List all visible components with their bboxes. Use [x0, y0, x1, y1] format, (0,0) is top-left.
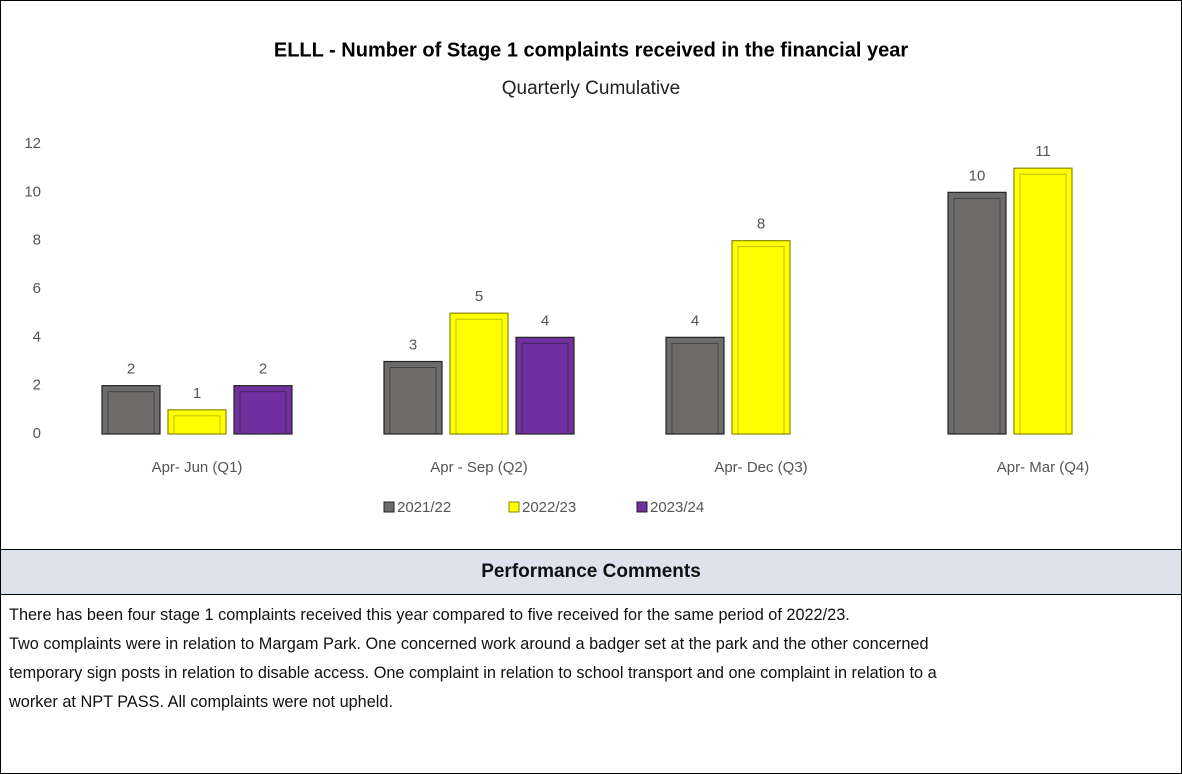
bar: [665, 336, 725, 435]
x-tick-label: Apr - Sep (Q2): [430, 459, 528, 476]
bar-bevel: [953, 197, 1001, 435]
bar: [731, 240, 791, 435]
data-label: 11: [1035, 143, 1051, 160]
comment-line: Two complaints were in relation to Marga…: [9, 635, 929, 653]
data-label: 8: [757, 216, 765, 233]
bar-bevel: [107, 391, 155, 435]
bar-bevel: [455, 318, 503, 435]
data-label: 5: [475, 288, 483, 305]
y-tick-label: 6: [33, 280, 41, 297]
comment-line: temporary sign posts in relation to disa…: [9, 664, 937, 682]
bar: [167, 409, 227, 435]
data-label: 10: [969, 167, 986, 184]
y-tick-label: 8: [33, 232, 41, 249]
data-label: 2: [127, 361, 135, 378]
comment-line: worker at NPT PASS. All complaints were …: [9, 693, 393, 711]
legend-label: 2022/23: [522, 499, 576, 516]
bar-bevel: [389, 367, 437, 435]
bar-bevel: [737, 246, 785, 435]
y-tick-label: 4: [33, 328, 41, 345]
bar: [515, 336, 575, 435]
data-label: 3: [409, 336, 417, 353]
y-tick-label: 12: [24, 135, 41, 152]
data-label: 1: [193, 385, 201, 402]
x-tick-label: Apr- Mar (Q4): [997, 459, 1090, 476]
data-label: 4: [541, 312, 549, 329]
bar: [101, 385, 161, 435]
legend-swatch: [508, 501, 520, 513]
x-tick-label: Apr- Dec (Q3): [714, 459, 807, 476]
bar: [383, 360, 443, 435]
y-tick-label: 10: [24, 183, 41, 200]
y-tick-label: 0: [33, 425, 41, 442]
comments-body: There has been four stage 1 complaints r…: [9, 601, 937, 717]
legend-swatch: [636, 501, 648, 513]
comment-line: There has been four stage 1 complaints r…: [9, 606, 850, 624]
bar: [449, 312, 509, 435]
chart-title: ELLL - Number of Stage 1 complaints rece…: [274, 39, 908, 61]
legend-swatch: [383, 501, 395, 513]
bar: [1013, 167, 1073, 435]
bar-bevel: [521, 342, 569, 435]
x-tick-label: Apr- Jun (Q1): [152, 459, 243, 476]
bar-bevel: [671, 342, 719, 435]
bar-bevel: [1019, 173, 1067, 435]
bar: [947, 191, 1007, 435]
data-label: 4: [691, 312, 699, 329]
bar: [233, 385, 293, 435]
chart-subtitle: Quarterly Cumulative: [502, 78, 680, 99]
legend-label: 2021/22: [397, 499, 451, 516]
y-tick-label: 2: [33, 377, 41, 394]
chart: ELLL - Number of Stage 1 complaints rece…: [24, 39, 1090, 516]
comments-heading: Performance Comments: [1, 549, 1181, 595]
bar-bevel: [239, 391, 287, 435]
bar-bevel: [173, 415, 221, 435]
data-label: 2: [259, 361, 267, 378]
legend-label: 2023/24: [650, 499, 704, 516]
